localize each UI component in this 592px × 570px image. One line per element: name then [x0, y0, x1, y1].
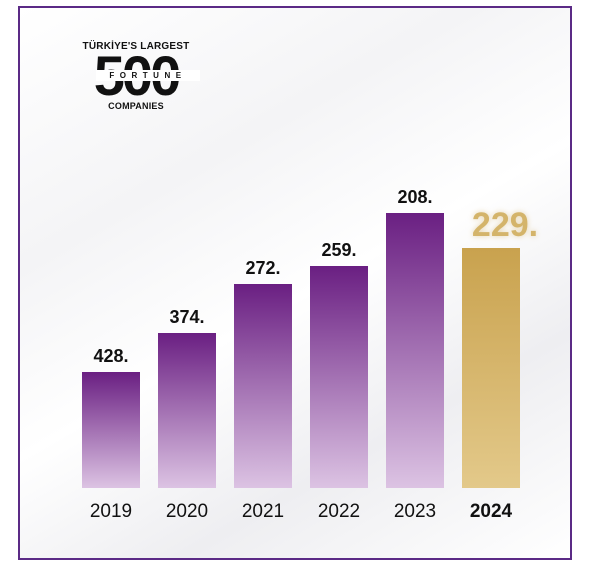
- ranking-bar-chart: 428. 2019 374. 2020 272. 2021 259. 2022 208. 2023…: [82, 187, 538, 522]
- year-label-2023: 2023: [394, 501, 436, 522]
- value-label-2022: 259.: [321, 240, 356, 260]
- year-label-2021: 2021: [242, 501, 284, 522]
- chart-card: TÜRKİYE'S LARGEST 500 FORTUNE COMPANIES …: [18, 6, 572, 560]
- bar-2024: [462, 248, 520, 488]
- logo-top-text: TÜRKİYE'S LARGEST: [82, 41, 190, 52]
- value-label-2023: 208.: [397, 187, 432, 207]
- year-label-2024: 2024: [470, 501, 513, 522]
- bar-2019: [82, 372, 140, 488]
- logo-number: 500 FORTUNE: [72, 48, 200, 104]
- year-label-2022: 2022: [318, 501, 360, 522]
- bar-2021: [234, 284, 292, 488]
- value-label-2019: 428.: [93, 346, 128, 366]
- logo-band-text: FORTUNE: [96, 70, 200, 81]
- logo-bottom-text: COMPANIES: [108, 101, 164, 111]
- bar-2020: [158, 333, 216, 488]
- bar-2023: [386, 213, 444, 488]
- year-label-2020: 2020: [166, 501, 208, 522]
- value-label-glow-2024: 229.: [472, 206, 538, 244]
- value-label-2024: 229.: [472, 206, 538, 244]
- value-label-2021: 272.: [245, 258, 280, 278]
- value-label-2020: 374.: [169, 307, 204, 327]
- year-label-2019: 2019: [90, 501, 132, 522]
- bar-2022: [310, 266, 368, 488]
- fortune-500-logo: TÜRKİYE'S LARGEST 500 FORTUNE COMPANIES: [72, 41, 200, 111]
